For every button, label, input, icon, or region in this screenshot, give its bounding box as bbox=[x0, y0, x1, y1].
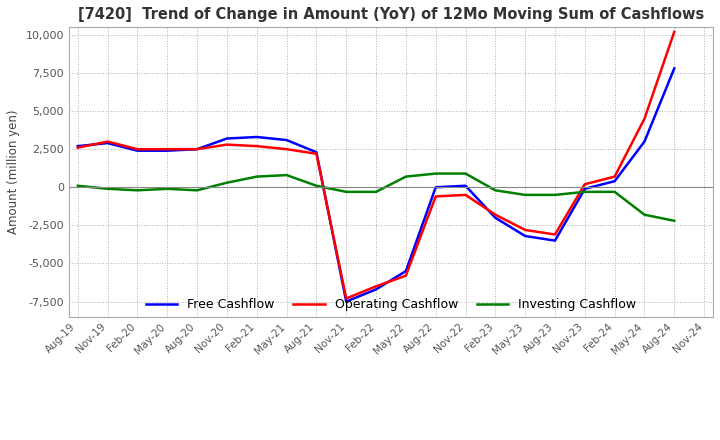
Line: Operating Cashflow: Operating Cashflow bbox=[78, 32, 675, 298]
Investing Cashflow bbox=[402, 174, 410, 179]
Line: Investing Cashflow: Investing Cashflow bbox=[78, 173, 675, 221]
Operating Cashflow bbox=[402, 273, 410, 278]
Investing Cashflow bbox=[640, 212, 649, 217]
Operating Cashflow bbox=[431, 194, 440, 199]
Free Cashflow bbox=[282, 137, 291, 143]
Investing Cashflow bbox=[312, 183, 320, 188]
Investing Cashflow bbox=[462, 171, 470, 176]
Operating Cashflow bbox=[253, 143, 261, 149]
Free Cashflow bbox=[342, 299, 351, 304]
Investing Cashflow bbox=[342, 189, 351, 194]
Free Cashflow bbox=[431, 185, 440, 190]
Operating Cashflow bbox=[133, 147, 142, 152]
Free Cashflow bbox=[491, 215, 500, 220]
Operating Cashflow bbox=[193, 147, 202, 152]
Free Cashflow bbox=[253, 134, 261, 139]
Investing Cashflow bbox=[193, 188, 202, 193]
Investing Cashflow bbox=[372, 189, 380, 194]
Investing Cashflow bbox=[253, 174, 261, 179]
Investing Cashflow bbox=[103, 186, 112, 191]
Operating Cashflow bbox=[163, 147, 171, 152]
Operating Cashflow bbox=[580, 182, 589, 187]
Investing Cashflow bbox=[670, 218, 679, 224]
Operating Cashflow bbox=[491, 212, 500, 217]
Investing Cashflow bbox=[551, 192, 559, 198]
Operating Cashflow bbox=[282, 147, 291, 152]
Investing Cashflow bbox=[580, 189, 589, 194]
Free Cashflow bbox=[73, 143, 82, 149]
Investing Cashflow bbox=[521, 192, 529, 198]
Title: [7420]  Trend of Change in Amount (YoY) of 12Mo Moving Sum of Cashflows: [7420] Trend of Change in Amount (YoY) o… bbox=[78, 7, 704, 22]
Y-axis label: Amount (million yen): Amount (million yen) bbox=[7, 110, 20, 234]
Operating Cashflow bbox=[372, 284, 380, 289]
Operating Cashflow bbox=[73, 145, 82, 150]
Operating Cashflow bbox=[670, 29, 679, 34]
Free Cashflow bbox=[193, 147, 202, 152]
Investing Cashflow bbox=[491, 188, 500, 193]
Operating Cashflow bbox=[312, 151, 320, 156]
Free Cashflow bbox=[222, 136, 231, 141]
Free Cashflow bbox=[462, 183, 470, 188]
Investing Cashflow bbox=[282, 172, 291, 178]
Operating Cashflow bbox=[640, 116, 649, 121]
Free Cashflow bbox=[163, 148, 171, 154]
Free Cashflow bbox=[611, 179, 619, 184]
Free Cashflow bbox=[402, 268, 410, 274]
Investing Cashflow bbox=[222, 180, 231, 185]
Free Cashflow bbox=[580, 186, 589, 191]
Investing Cashflow bbox=[163, 186, 171, 191]
Operating Cashflow bbox=[521, 227, 529, 233]
Free Cashflow bbox=[133, 148, 142, 154]
Free Cashflow bbox=[372, 287, 380, 292]
Investing Cashflow bbox=[133, 188, 142, 193]
Operating Cashflow bbox=[103, 139, 112, 144]
Operating Cashflow bbox=[222, 142, 231, 147]
Free Cashflow bbox=[551, 238, 559, 243]
Investing Cashflow bbox=[611, 189, 619, 194]
Investing Cashflow bbox=[73, 183, 82, 188]
Free Cashflow bbox=[521, 233, 529, 238]
Free Cashflow bbox=[312, 150, 320, 155]
Free Cashflow bbox=[103, 140, 112, 146]
Free Cashflow bbox=[670, 66, 679, 71]
Legend: Free Cashflow, Operating Cashflow, Investing Cashflow: Free Cashflow, Operating Cashflow, Inves… bbox=[141, 293, 641, 316]
Operating Cashflow bbox=[551, 232, 559, 237]
Operating Cashflow bbox=[342, 296, 351, 301]
Free Cashflow bbox=[640, 139, 649, 144]
Investing Cashflow bbox=[431, 171, 440, 176]
Line: Free Cashflow: Free Cashflow bbox=[78, 69, 675, 301]
Operating Cashflow bbox=[611, 174, 619, 179]
Operating Cashflow bbox=[462, 192, 470, 198]
